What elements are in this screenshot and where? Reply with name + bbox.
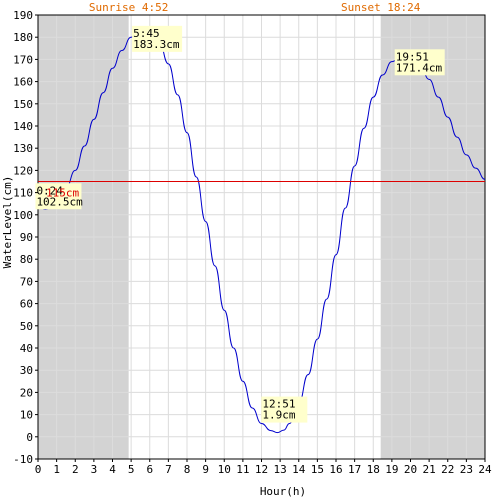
annotation-value: 171.4cm bbox=[396, 61, 443, 74]
y-tick-label: 60 bbox=[20, 298, 33, 311]
y-tick-labels: -10 0 10 20 30 40 50 60 70 80 90 100 110 120 130 140 150… bbox=[13, 9, 38, 466]
x-tick-label: 6 bbox=[146, 463, 153, 476]
reference-line-group: 115cm bbox=[38, 181, 485, 200]
x-tick-label: 12 bbox=[255, 463, 268, 476]
x-tick-label: 20 bbox=[404, 463, 417, 476]
x-tick-label: 8 bbox=[184, 463, 191, 476]
y-tick-label: 10 bbox=[20, 409, 33, 422]
y-tick-label: 160 bbox=[13, 76, 33, 89]
x-tick-label: 18 bbox=[367, 463, 380, 476]
y-tick-label: 90 bbox=[20, 231, 33, 244]
annotation-time: 5:45 bbox=[133, 27, 160, 40]
x-tick-label: 3 bbox=[91, 463, 98, 476]
y-tick-label: 110 bbox=[13, 187, 33, 200]
x-tick-label: 17 bbox=[348, 463, 361, 476]
annotation-value: 102.5cm bbox=[36, 195, 83, 208]
annotation-time: 19:51 bbox=[396, 50, 429, 63]
x-tick-label: 16 bbox=[329, 463, 342, 476]
y-tick-label: -10 bbox=[13, 453, 33, 466]
x-tick-label: 9 bbox=[202, 463, 209, 476]
x-tick-label: 14 bbox=[292, 463, 306, 476]
y-tick-label: 170 bbox=[13, 53, 33, 66]
x-tick-label: 4 bbox=[109, 463, 116, 476]
y-tick-label: 80 bbox=[20, 253, 33, 266]
y-tick-label: 140 bbox=[13, 120, 33, 133]
x-tick-label: 22 bbox=[441, 463, 454, 476]
y-axis-title: WaterLevel(cm) bbox=[1, 176, 14, 269]
x-tick-label: 23 bbox=[460, 463, 473, 476]
x-tick-label: 7 bbox=[165, 463, 172, 476]
reference-line-label: 115cm bbox=[46, 187, 79, 200]
sunrise-label: Sunrise 4:52 bbox=[89, 1, 168, 14]
annotation-box bbox=[394, 49, 445, 76]
y-tick-label: 180 bbox=[13, 31, 33, 44]
annotation-box bbox=[132, 25, 183, 52]
y-tick-label: 40 bbox=[20, 342, 33, 355]
sunset-label: Sunset 18:24 bbox=[341, 1, 421, 14]
annotation-box bbox=[35, 183, 82, 210]
annotation-value: 1.9cm bbox=[262, 409, 295, 422]
y-tick-label: 20 bbox=[20, 386, 33, 399]
y-tick-label: 30 bbox=[20, 364, 33, 377]
x-tick-label: 1 bbox=[53, 463, 60, 476]
x-tick-label: 21 bbox=[423, 463, 436, 476]
y-tick-label: 100 bbox=[13, 209, 33, 222]
x-tick-label: 11 bbox=[236, 463, 249, 476]
x-tick-label: 2 bbox=[72, 463, 79, 476]
y-tick-label: 190 bbox=[13, 9, 33, 22]
x-tick-label: 19 bbox=[385, 463, 398, 476]
y-tick-label: 150 bbox=[13, 98, 33, 111]
x-tick-label: 13 bbox=[274, 463, 287, 476]
x-tick-label: 5 bbox=[128, 463, 135, 476]
x-tick-labels: 0 1 2 3 4 5 6 7 8 9 10 11 12 13 14 15 16 17 18 19 20 21 22 23 24 bbox=[35, 459, 492, 476]
annotation-time: 12:51 bbox=[262, 398, 295, 411]
annotation-box bbox=[261, 396, 308, 423]
x-tick-label: 10 bbox=[218, 463, 231, 476]
y-tick-label: 70 bbox=[20, 275, 33, 288]
y-tick-label: 50 bbox=[20, 320, 33, 333]
x-tick-label: 15 bbox=[311, 463, 324, 476]
x-tick-label: 24 bbox=[478, 463, 492, 476]
grid-lines bbox=[37, 14, 486, 460]
x-axis-title: Hour(h) bbox=[260, 485, 306, 498]
y-tick-label: 130 bbox=[13, 142, 33, 155]
y-tick-label: 120 bbox=[13, 164, 33, 177]
annotation-time: 0:24 bbox=[36, 184, 63, 197]
y-tick-label: 0 bbox=[26, 431, 33, 444]
annotation-value: 183.3cm bbox=[133, 38, 180, 51]
x-tick-label: 0 bbox=[35, 463, 42, 476]
